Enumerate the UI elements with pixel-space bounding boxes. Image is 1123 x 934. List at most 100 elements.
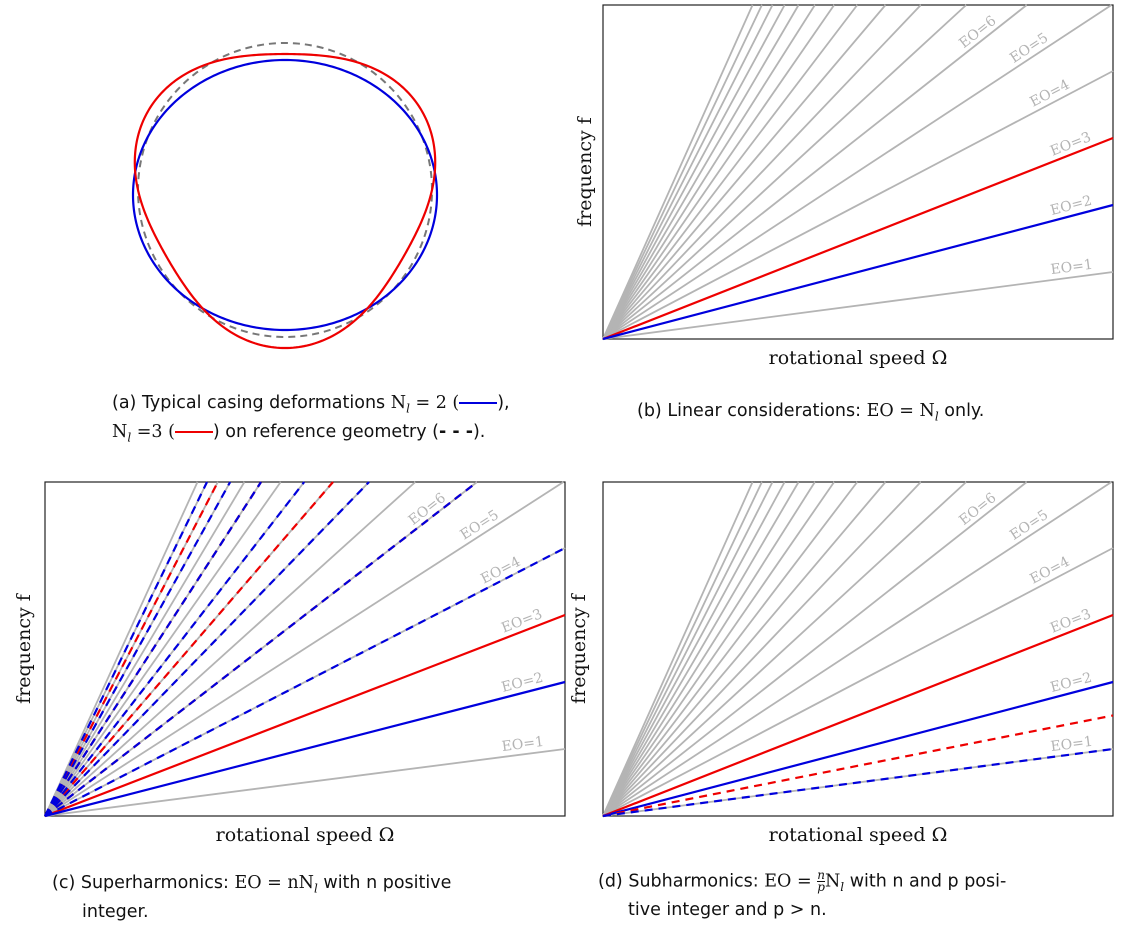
- eo-line-gray-17: [602, 4, 754, 340]
- panel-d-ylabel: frequency f: [568, 592, 590, 704]
- caption-d-tail: with n and p posi-: [849, 871, 1007, 892]
- eo-line-gray-14: [602, 4, 786, 340]
- eo-line-gray-10: [602, 481, 858, 817]
- eo-line-gray-6: [602, 4, 1028, 340]
- caption-d: (d) Subharmonics: EO = n p Nl with n and p…: [598, 868, 1007, 920]
- eo-line-gray-12: [602, 481, 816, 817]
- caption-c-tail: with n positive: [323, 873, 452, 893]
- caption-a-tag: (a): [112, 393, 137, 413]
- eo-line-gray-5: [602, 4, 1112, 340]
- caption-a-nl3: N: [112, 421, 128, 442]
- caption-b-tail: only.: [944, 401, 985, 421]
- eo-label-1: EO=1: [501, 734, 545, 755]
- eo-line-gray-1: [602, 271, 1114, 340]
- eo-line-gray-11: [44, 481, 282, 817]
- caption-a-close3: ).: [472, 421, 486, 442]
- deformation-nl3-curve: [133, 52, 437, 350]
- legend-red-line: [174, 430, 213, 433]
- eo-line-gray-7: [44, 481, 416, 817]
- caption-b-text: Linear considerations:: [667, 401, 862, 421]
- panel-a-shapes: [131, 41, 439, 350]
- panel-c-plot: EO=1EO=2EO=3EO=4EO=5EO=6: [44, 481, 566, 818]
- eo-line-gray-10: [602, 4, 858, 340]
- eo-line-gray-8: [602, 4, 922, 340]
- eo-label-1: EO=1: [1050, 257, 1094, 278]
- panel-b-ylabel: frequency f: [574, 115, 596, 227]
- eo-line-gray-16: [602, 4, 763, 340]
- panel-b-frame: [602, 4, 1114, 340]
- eo-line-blue-dashed-10: [44, 481, 306, 817]
- eo-label-4: EO=4: [1027, 554, 1072, 588]
- caption-d-tag: (d): [598, 871, 623, 892]
- caption-b-tag: (b): [637, 401, 662, 421]
- legend-dash: - - -: [439, 421, 473, 442]
- eo-line-red-dashed-1.5: [602, 714, 1114, 818]
- caption-d-eq: EO =: [764, 871, 812, 892]
- eo-line-gray-12: [602, 4, 816, 340]
- legend-blue-line: [459, 402, 498, 404]
- eo-line-gray-15: [602, 481, 774, 817]
- caption-a-text: Typical casing deformations: [141, 393, 386, 413]
- eo-line-gray-7: [602, 4, 967, 340]
- caption-a-close2: ),: [497, 393, 510, 413]
- caption-a-eq3: =3 (: [136, 421, 175, 442]
- panel-c-xlabel: rotational speed Ω: [216, 824, 395, 846]
- eo-line-gray-14: [602, 481, 786, 817]
- eo-line-gray-4: [602, 547, 1114, 817]
- eo-line-gray-17: [602, 481, 754, 817]
- eo-line-red-3: [602, 613, 1114, 818]
- panel-d-frame: [602, 481, 1114, 817]
- eo-label-4: EO=4: [1027, 77, 1072, 111]
- eo-line-blue-2: [602, 680, 1114, 818]
- caption-a-eq2: = 2 (: [415, 393, 460, 413]
- eo-line-gray-4: [602, 70, 1114, 340]
- eo-line-gray-9: [602, 481, 887, 817]
- eo-line-blue-2: [44, 680, 566, 818]
- eo-line-gray-13: [602, 4, 800, 340]
- eo-line-gray-11: [602, 481, 835, 817]
- eo-line-gray-5: [44, 481, 564, 817]
- panel-b-xlabel: rotational speed Ω: [769, 347, 948, 369]
- caption-c-eq: EO = nN: [234, 873, 314, 893]
- eo-line-gray-13: [44, 481, 246, 817]
- eo-line-gray-1: [44, 748, 566, 817]
- eo-line-blue-dashed-12: [44, 481, 262, 817]
- eo-line-blue-dashed-14: [44, 481, 232, 817]
- panel-c-ylabel: frequency f: [13, 592, 35, 704]
- eo-line-gray-13: [602, 481, 800, 817]
- eo-line-red-dashed-9: [44, 481, 334, 817]
- panel-b-plot: EO=1EO=2EO=3EO=4EO=5EO=6: [602, 4, 1114, 341]
- eo-line-blue-dashed-16: [44, 481, 208, 817]
- eo-line-gray-15: [602, 4, 774, 340]
- caption-d-text: Subharmonics:: [628, 871, 759, 892]
- eo-line-gray-6: [602, 481, 1028, 817]
- eo-line-red-3: [602, 136, 1114, 341]
- caption-d-line2: tive integer and p > n.: [628, 900, 827, 920]
- eo-line-blue-dashed-1: [602, 747, 1114, 818]
- panel-d-xlabel: rotational speed Ω: [769, 824, 948, 846]
- eo-label-4: EO=4: [478, 554, 523, 588]
- caption-b-eq: EO = N: [866, 401, 935, 421]
- eo-line-blue-dashed-8: [44, 481, 370, 817]
- eo-line-blue-2: [602, 203, 1114, 341]
- caption-a: (a) Typical casing deformations Nl = 2 (…: [112, 393, 510, 444]
- eo-line-gray-17: [44, 481, 199, 817]
- caption-c-text: Superharmonics:: [80, 873, 229, 893]
- caption-b: (b) Linear considerations: EO = Nl only.: [637, 401, 985, 424]
- panel-d-plot: EO=1EO=2EO=3EO=4EO=5EO=6: [602, 481, 1114, 818]
- caption-c: (c) Superharmonics: EO = nNl with n posi…: [52, 873, 452, 922]
- eo-line-red-dashed-15: [44, 481, 219, 817]
- eo-line-gray-11: [602, 4, 835, 340]
- caption-a-nl2: N: [390, 393, 407, 413]
- eo-line-gray-9: [602, 4, 887, 340]
- eo-line-gray-7: [602, 481, 967, 817]
- eo-line-gray-9: [44, 481, 334, 817]
- deformation-nl2-curve: [131, 58, 439, 332]
- reference-geometry-circle: [136, 41, 434, 339]
- eo-line-gray-5: [602, 481, 1112, 817]
- panel-c-frame: [44, 481, 566, 817]
- caption-a-mid3: ) on reference geometry (: [212, 421, 439, 442]
- eo-line-red-3: [44, 613, 566, 818]
